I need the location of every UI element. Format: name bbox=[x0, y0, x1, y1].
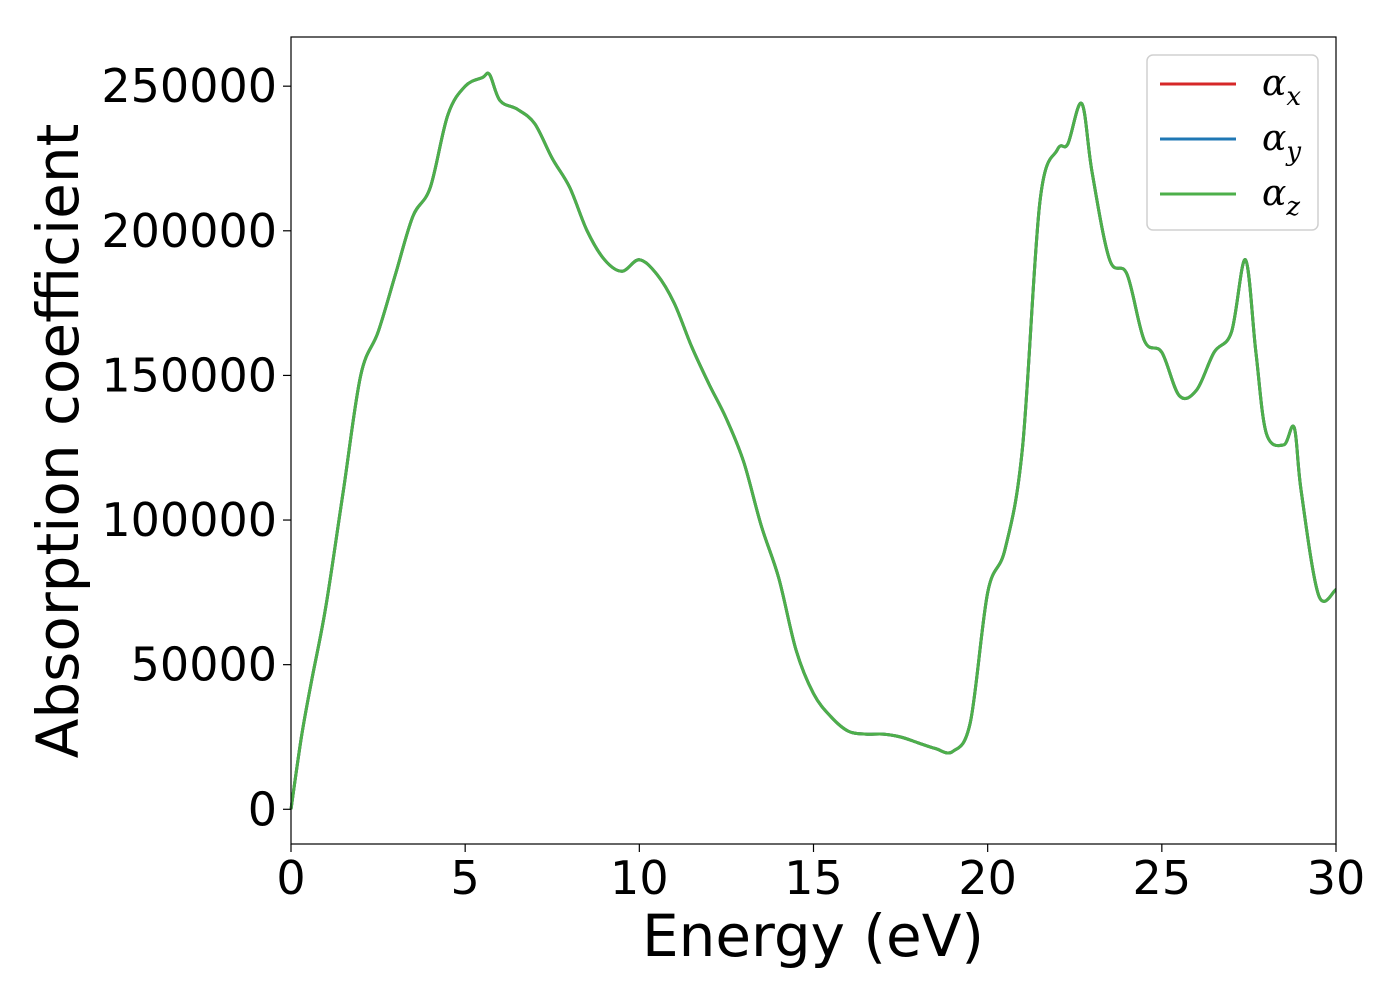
legend-entry-z: αz bbox=[1262, 173, 1300, 222]
legend-symbol: α bbox=[1262, 63, 1286, 104]
y-tick-label: 100000 bbox=[101, 493, 277, 547]
legend-subscript: y bbox=[1285, 137, 1301, 167]
x-axis-label: Energy (eV) bbox=[642, 902, 984, 970]
legend-box bbox=[1146, 54, 1319, 231]
legend-entry-y: αy bbox=[1262, 118, 1301, 167]
x-tick-label: 15 bbox=[784, 851, 843, 905]
x-axis-ticks: 0 5 10 15 20 25 30 bbox=[276, 844, 1365, 905]
x-tick-label: 30 bbox=[1307, 851, 1366, 905]
x-tick-label: 20 bbox=[958, 851, 1017, 905]
y-tick-label: 250000 bbox=[101, 59, 277, 113]
y-tick-label: 50000 bbox=[131, 638, 277, 692]
legend-symbol: α bbox=[1262, 173, 1286, 214]
legend-entry-x: αx bbox=[1262, 63, 1301, 112]
x-tick-label: 25 bbox=[1133, 851, 1192, 905]
y-tick-label: 200000 bbox=[101, 204, 277, 258]
y-tick-label: 150000 bbox=[101, 348, 277, 402]
x-tick-label: 0 bbox=[276, 851, 305, 905]
series-layer bbox=[289, 71, 1337, 810]
y-axis-label: Absorption coefficient bbox=[24, 124, 92, 759]
x-tick-label: 5 bbox=[451, 851, 480, 905]
series-line-z bbox=[289, 71, 1337, 810]
y-axis-ticks: 0 50000 100000 150000 200000 250000 bbox=[101, 59, 291, 836]
x-tick-label: 10 bbox=[610, 851, 669, 905]
legend-symbol: α bbox=[1262, 118, 1286, 159]
y-tick-label: 0 bbox=[248, 782, 277, 836]
legend-subscript: x bbox=[1286, 82, 1301, 112]
legend-subscript: z bbox=[1285, 192, 1300, 222]
